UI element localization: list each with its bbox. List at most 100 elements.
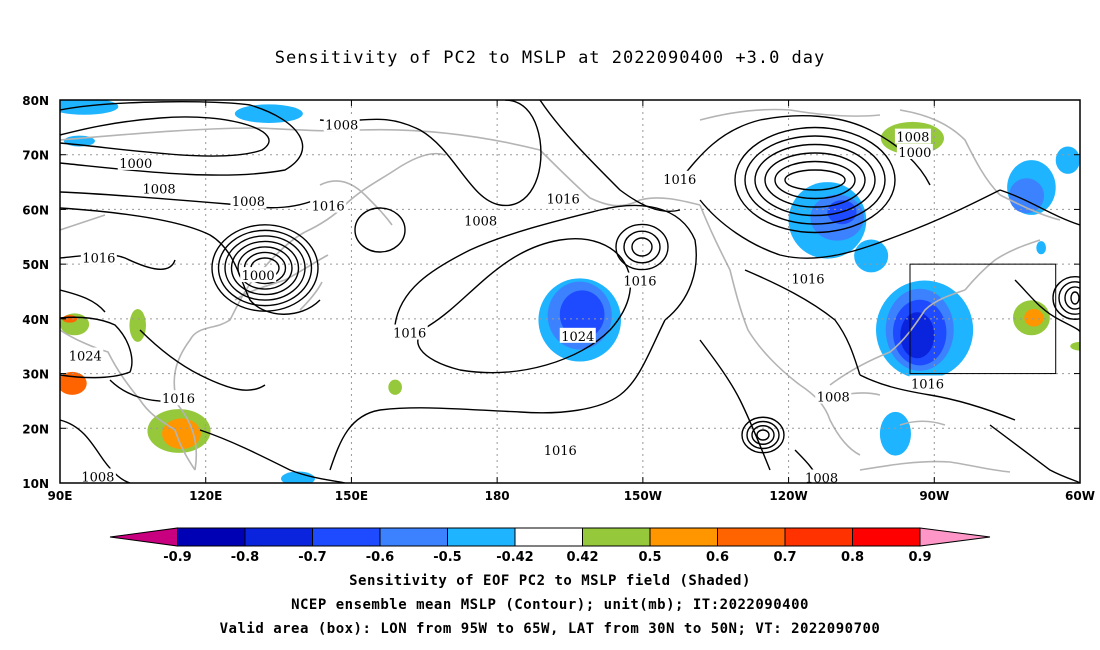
high-pressure-contour bbox=[354, 207, 406, 253]
isobar bbox=[60, 191, 316, 209]
colorbar-cell bbox=[244, 527, 313, 547]
contour-label-bg bbox=[815, 388, 852, 404]
contour-label: 1016 bbox=[623, 275, 656, 290]
coastline bbox=[799, 384, 861, 456]
lat-tick-label: 60N bbox=[22, 203, 49, 217]
low-pressure-contour bbox=[744, 135, 886, 225]
contour-label-bg bbox=[79, 468, 116, 484]
contour-label: 1008 bbox=[464, 214, 497, 229]
lat-tick-label: 80N bbox=[22, 94, 49, 108]
shading-patch bbox=[1055, 146, 1080, 174]
coastline bbox=[699, 204, 801, 386]
lon-tick-label: 90W bbox=[919, 489, 949, 503]
contour-label: 1016 bbox=[162, 392, 195, 407]
shading-patch bbox=[388, 379, 402, 395]
colorbar-tick-label: -0.7 bbox=[298, 550, 326, 565]
colorbar-cell bbox=[177, 527, 246, 547]
lat-tick-label: 50N bbox=[22, 258, 49, 272]
high-pressure-contour bbox=[615, 223, 669, 271]
coastline bbox=[304, 152, 446, 233]
contour-label-bg bbox=[80, 249, 117, 265]
lat-tick-label: 20N bbox=[22, 422, 49, 436]
contour-label-bg bbox=[909, 375, 946, 391]
contour-label: 1024 bbox=[561, 330, 594, 345]
isobar bbox=[999, 189, 1080, 226]
colorbar-tick-label: 0.6 bbox=[706, 550, 729, 565]
coastline bbox=[60, 329, 196, 471]
contour-label-bg bbox=[391, 324, 428, 340]
isobar bbox=[60, 207, 321, 315]
lon-tick-label: 150W bbox=[624, 489, 662, 503]
contour-label: 1016 bbox=[82, 252, 115, 267]
colorbar: -0.9 -0.8 -0.7 -0.6 -0.5 -0.42 0.42 0.5 0.6 0.7 0.… bbox=[109, 527, 991, 565]
isobar bbox=[699, 339, 771, 471]
colorbar-tick-label: 0.42 bbox=[566, 550, 598, 565]
coastline bbox=[299, 281, 323, 311]
colorbar-tick-label: -0.9 bbox=[163, 550, 191, 565]
coastline bbox=[899, 109, 1001, 196]
low-pressure-contour bbox=[784, 169, 846, 191]
high-pressure-contour bbox=[631, 237, 653, 257]
contour-label: 1008 bbox=[805, 472, 838, 487]
map-title: Sensitivity of PC2 to MSLP at 2022090400… bbox=[274, 48, 826, 68]
coastline bbox=[699, 108, 881, 121]
contour-label: 1024 bbox=[69, 350, 102, 365]
contour-label-bg bbox=[240, 267, 277, 283]
contour-label: 1016 bbox=[547, 192, 580, 207]
coastline bbox=[60, 214, 106, 231]
lon-tick-label: 120W bbox=[769, 489, 807, 503]
isobar bbox=[329, 319, 666, 471]
low-pressure-contour bbox=[741, 416, 785, 454]
colorbar-tick-label: -0.42 bbox=[496, 550, 533, 565]
isobar bbox=[319, 100, 542, 207]
coastline bbox=[234, 254, 329, 301]
contour-label-bg bbox=[67, 347, 104, 363]
isobar bbox=[989, 424, 1080, 483]
colorbar-cell bbox=[784, 527, 853, 547]
colorbar-cell bbox=[447, 527, 516, 547]
low-pressure-contour bbox=[1058, 281, 1080, 315]
shading-patch bbox=[879, 411, 911, 456]
colorbar-tick-label: -0.5 bbox=[433, 550, 461, 565]
shading-patch bbox=[60, 100, 119, 115]
caption-line-3: Valid area (box): LON from 95W to 65W, L… bbox=[219, 621, 881, 637]
low-pressure-contour bbox=[1064, 286, 1080, 310]
contour-label-bg bbox=[323, 116, 360, 132]
shading-patch bbox=[900, 312, 935, 359]
contour-label-bg bbox=[790, 270, 826, 286]
contour-label: 1008 bbox=[143, 183, 176, 198]
low-pressure-contour bbox=[756, 429, 770, 441]
coastline bbox=[899, 420, 946, 426]
lon-tick-label: 150E bbox=[335, 489, 368, 503]
coastline bbox=[859, 460, 1011, 473]
contour-label-bg bbox=[896, 143, 933, 159]
shading-patch bbox=[129, 309, 146, 342]
coastline bbox=[319, 180, 393, 226]
low-pressure-contour bbox=[230, 240, 300, 296]
contour-label-bg bbox=[141, 180, 178, 196]
isobar bbox=[1014, 279, 1080, 333]
contour-label-bg bbox=[542, 442, 579, 458]
lon-tick-label: 180 bbox=[485, 489, 510, 503]
lat-tick-label: 10N bbox=[22, 477, 49, 491]
contour-label: 1000 bbox=[119, 157, 152, 172]
colorbar-tick-label: 0.7 bbox=[773, 550, 796, 565]
colorbar-cell bbox=[649, 527, 718, 547]
lat-tick-label: 40N bbox=[22, 313, 49, 327]
lat-tick-label: 30N bbox=[22, 368, 49, 382]
colorbar-cell bbox=[514, 527, 583, 547]
contour-label: 1000 bbox=[898, 146, 931, 161]
contour-label: 1016 bbox=[544, 444, 577, 459]
caption-line-2: NCEP ensemble mean MSLP (Contour); unit(… bbox=[291, 597, 809, 613]
shading-patch bbox=[234, 104, 303, 123]
low-pressure-contour bbox=[754, 143, 876, 217]
contour-label: 1008 bbox=[817, 391, 850, 406]
coastline bbox=[999, 194, 1061, 221]
isobar bbox=[699, 189, 1001, 259]
contour-label-bg bbox=[462, 212, 499, 228]
contour-label-bg bbox=[661, 170, 698, 186]
colorbar-cell bbox=[312, 527, 381, 547]
contour-label: 1008 bbox=[896, 131, 929, 146]
coastline bbox=[964, 239, 1041, 291]
